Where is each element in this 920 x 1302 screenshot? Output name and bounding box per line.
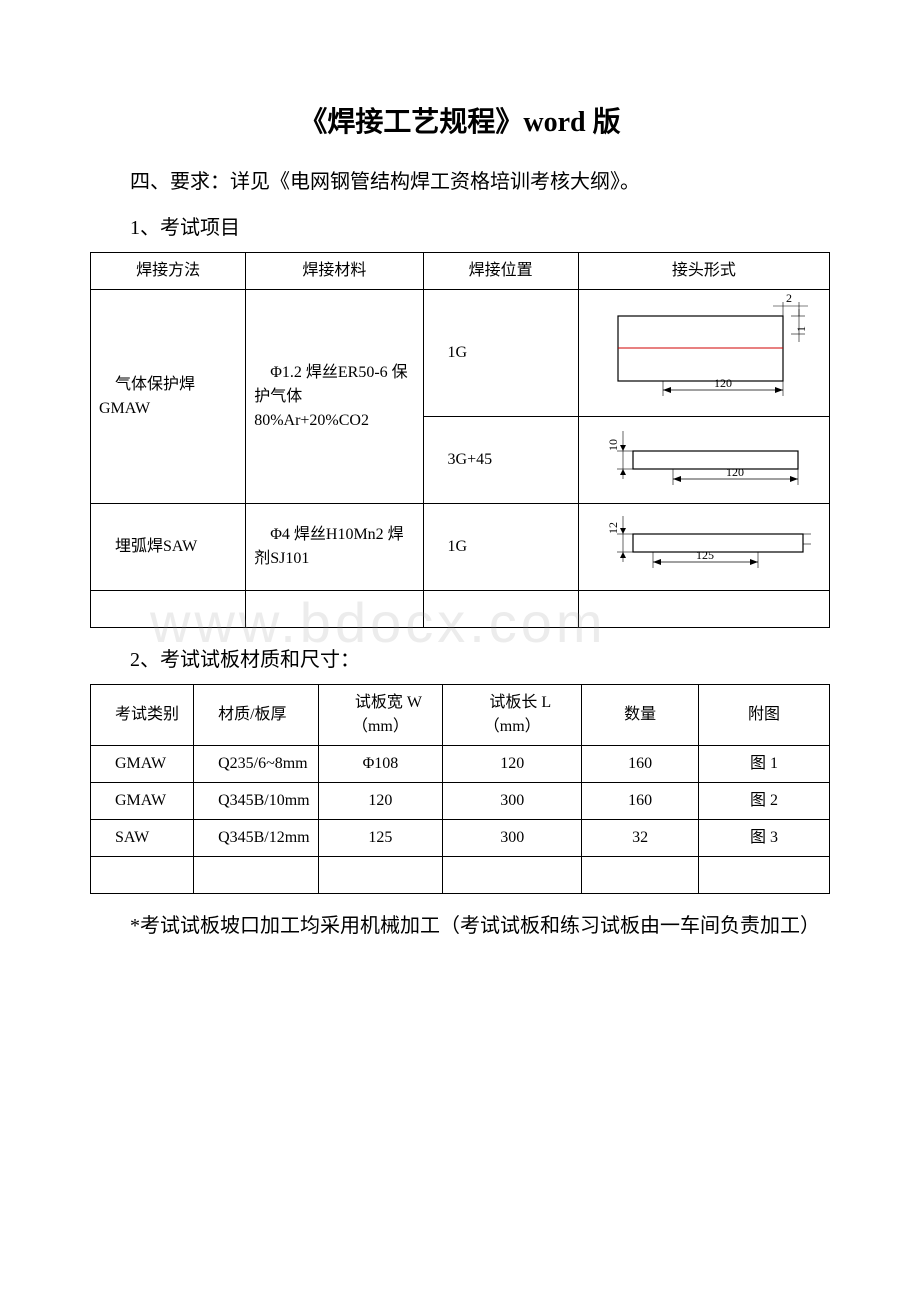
cell-material: Φ4 焊丝H10Mn2 焊剂SJ101 [246,504,423,591]
text: 3G+45 [448,451,493,468]
cell: 125 [318,820,443,857]
text: 埋弧焊SAW [115,538,197,555]
page-title: 《焊接工艺规程》word 版 [90,100,830,140]
text: 试板宽 W（mm） [352,694,422,735]
text: Q345B/12mm [218,829,310,846]
cell-empty [194,857,319,894]
text: 1G [448,344,468,361]
text: Q345B/10mm [218,792,310,809]
table-row: GMAW Q235/6~8mm Φ108 120 160 图 1 [91,746,830,783]
table-row: 气体保护焊GMAW Φ1.2 焊丝ER50-6 保护气体80%Ar+20%CO2… [91,290,830,417]
col-header: 试板宽 W（mm） [318,685,443,746]
cell: GMAW [91,746,194,783]
cell: Q345B/12mm [194,820,319,857]
col-header: 试板长 L（mm） [443,685,582,746]
cell-position: 1G [423,290,578,417]
cell-empty [578,591,829,628]
text: SAW [115,829,149,846]
cell-method: 埋弧焊SAW [91,504,246,591]
dim-label: 125 [696,548,714,562]
cell-diagram: 12 125 [578,504,829,591]
table-plate-spec: 考试类别 材质/板厚 试板宽 W（mm） 试板长 L（mm） 数量 附图 GMA… [90,684,830,894]
cell: Q345B/10mm [194,783,319,820]
cell: 120 [318,783,443,820]
cell: Q235/6~8mm [194,746,319,783]
text: 考试类别 [115,706,179,723]
col-header: 焊接位置 [423,253,578,290]
cell-method: 气体保护焊GMAW [91,290,246,504]
text: 1G [448,538,468,555]
section-2-head: 2、考试试板材质和尺寸： [90,642,830,678]
text: Φ4 焊丝H10Mn2 焊剂SJ101 [254,526,403,567]
table-row: SAW Q345B/12mm 125 300 32 图 3 [91,820,830,857]
col-header: 材质/板厚 [194,685,319,746]
table-row [91,857,830,894]
cell-material: Φ1.2 焊丝ER50-6 保护气体80%Ar+20%CO2 [246,290,423,504]
table-row: 考试类别 材质/板厚 试板宽 W（mm） 试板长 L（mm） 数量 附图 [91,685,830,746]
table-row: GMAW Q345B/10mm 120 300 160 图 2 [91,783,830,820]
cell-empty [246,591,423,628]
dim-label: 12 [606,522,620,534]
text: GMAW [115,755,166,772]
footnote: *考试试板坡口加工均采用机械加工（考试试板和练习试板由一车间负责加工） [90,908,830,944]
cell: 图 2 [698,783,829,820]
cell-diagram: 10 120 [578,417,829,504]
cell: 图 1 [698,746,829,783]
section-1-head: 1、考试项目 [90,210,830,246]
cell: 300 [443,783,582,820]
cell: SAW [91,820,194,857]
cell-empty [443,857,582,894]
col-header: 焊接材料 [246,253,423,290]
cell: Φ108 [318,746,443,783]
col-header: 附图 [698,685,829,746]
table-exam-items: 焊接方法 焊接材料 焊接位置 接头形式 气体保护焊GMAW Φ1.2 焊丝ER5… [90,252,830,628]
text: 材质/板厚 [218,706,286,723]
dim-label: 10 [606,439,620,451]
col-header: 接头形式 [578,253,829,290]
dim-label: 120 [714,376,732,390]
cell-position: 3G+45 [423,417,578,504]
text: GMAW [115,792,166,809]
cell-diagram: 2 1 120 [578,290,829,417]
cell-position: 1G [423,504,578,591]
dim-label: 2 [786,294,792,305]
dim-label: 1 [794,326,808,332]
joint-diagram-1: 2 1 120 [583,294,813,404]
joint-diagram-2: 10 120 [583,421,813,491]
cell: 32 [582,820,699,857]
text: Q235/6~8mm [218,755,308,772]
col-header: 数量 [582,685,699,746]
cell: GMAW [91,783,194,820]
dim-label: 120 [726,465,744,479]
table-row [91,591,830,628]
text: Φ1.2 焊丝ER50-6 保护气体80%Ar+20%CO2 [254,364,407,429]
cell-empty [318,857,443,894]
cell: 图 3 [698,820,829,857]
cell-empty [91,857,194,894]
cell: 120 [443,746,582,783]
text: 试板长 L（mm） [484,694,551,735]
text: 气体保护焊GMAW [99,376,195,417]
cell-empty [698,857,829,894]
col-header: 考试类别 [91,685,194,746]
table-row: 埋弧焊SAW Φ4 焊丝H10Mn2 焊剂SJ101 1G 12 [91,504,830,591]
cell: 300 [443,820,582,857]
cell: 160 [582,746,699,783]
joint-diagram-3: 12 125 [583,508,813,578]
cell-empty [423,591,578,628]
col-header: 焊接方法 [91,253,246,290]
table-row: 焊接方法 焊接材料 焊接位置 接头形式 [91,253,830,290]
cell: 160 [582,783,699,820]
intro-paragraph: 四、要求：详见《电网钢管结构焊工资格培训考核大纲》。 [90,164,830,200]
cell-empty [91,591,246,628]
cell-empty [582,857,699,894]
